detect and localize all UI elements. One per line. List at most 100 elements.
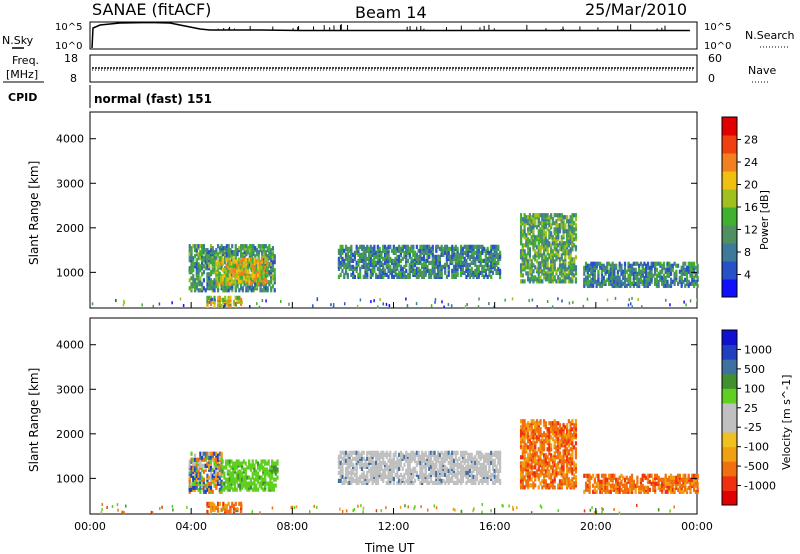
data-cell (250, 273, 253, 278)
data-cell (413, 458, 417, 463)
data-cell (555, 257, 558, 262)
data-cell (574, 233, 578, 238)
data-cell (470, 474, 473, 479)
data-cell (380, 460, 383, 465)
data-cell (532, 245, 535, 250)
data-cell (195, 276, 198, 281)
data-cell (645, 263, 648, 268)
data-cell (385, 262, 388, 267)
data-cell (237, 275, 240, 280)
data-cell (398, 466, 401, 471)
data-cell (456, 450, 459, 455)
data-cell (537, 473, 540, 478)
data-cell (611, 483, 614, 488)
data-cell (339, 478, 342, 484)
data-cell (447, 450, 450, 455)
data-cell (609, 489, 612, 494)
data-cell (227, 501, 230, 506)
data-cell (588, 267, 591, 272)
data-cell (226, 300, 229, 304)
data-cell (569, 271, 572, 276)
data-cell (240, 471, 244, 476)
data-cell (592, 269, 595, 274)
data-cell (636, 261, 639, 266)
data-cell (590, 261, 593, 266)
data-cell (408, 466, 411, 471)
data-cell (257, 244, 260, 249)
data-cell (539, 427, 542, 432)
data-cell (592, 489, 595, 494)
data-cell (343, 454, 346, 459)
data-cell (274, 477, 277, 482)
data-cell (460, 270, 463, 276)
data-cell (555, 421, 558, 426)
data-cell (493, 305, 495, 309)
data-cell (451, 474, 454, 479)
data-cell (519, 419, 523, 424)
data-cell (389, 244, 392, 249)
data-cell (415, 460, 418, 465)
data-cell (193, 244, 197, 249)
data-cell (421, 270, 424, 276)
data-cell (445, 254, 449, 259)
data-cell (627, 267, 630, 272)
data-cell (192, 282, 195, 287)
data-cell (257, 277, 260, 282)
data-cell (694, 279, 697, 284)
data-cell (447, 264, 450, 269)
data-cell (574, 447, 578, 452)
data-cell (525, 215, 528, 220)
data-cell (377, 305, 379, 309)
data-cell (234, 271, 237, 276)
data-cell (574, 469, 578, 474)
data-cell (337, 470, 341, 475)
data-cell (419, 248, 422, 253)
data-cell (557, 451, 560, 456)
data-cell (209, 501, 213, 506)
data-cell (479, 244, 482, 249)
data-cell (548, 273, 551, 278)
data-cell (565, 463, 569, 468)
data-cell (588, 479, 591, 484)
data-cell (560, 273, 563, 278)
data-cell (403, 454, 406, 459)
data-cell (367, 246, 371, 251)
data-cell (261, 282, 264, 287)
data-cell (592, 473, 595, 478)
data-cell (629, 273, 632, 278)
data-cell (337, 274, 341, 280)
data-cell (382, 460, 385, 465)
data-cell (627, 273, 630, 278)
data-cell (544, 255, 547, 260)
data-cell (422, 472, 426, 477)
data-cell (546, 300, 549, 304)
data-cell (428, 260, 431, 265)
data-cell (460, 256, 463, 261)
data-cell (544, 463, 547, 468)
data-cell (227, 303, 230, 308)
data-cell (239, 265, 242, 270)
data-cell (373, 244, 376, 249)
data-cell (458, 252, 461, 257)
data-cell (562, 475, 565, 480)
data-cell (546, 455, 549, 460)
data-cell (532, 435, 535, 440)
data-cell (481, 264, 484, 269)
data-cell (332, 303, 335, 307)
data-cell (387, 458, 390, 463)
data-cell (440, 460, 443, 465)
search-label: N.Search (745, 29, 795, 42)
data-cell (260, 271, 263, 276)
data-cell (437, 274, 440, 280)
data-cell (588, 263, 591, 268)
data-cell (689, 281, 692, 286)
data-cell (618, 475, 621, 480)
data-cell (435, 254, 438, 259)
data-cell (474, 244, 477, 249)
data-cell (273, 268, 276, 273)
data-cell (213, 465, 216, 470)
data-cell (638, 263, 641, 268)
data-cell (530, 445, 533, 450)
data-cell (553, 213, 556, 218)
data-cell (362, 450, 365, 455)
